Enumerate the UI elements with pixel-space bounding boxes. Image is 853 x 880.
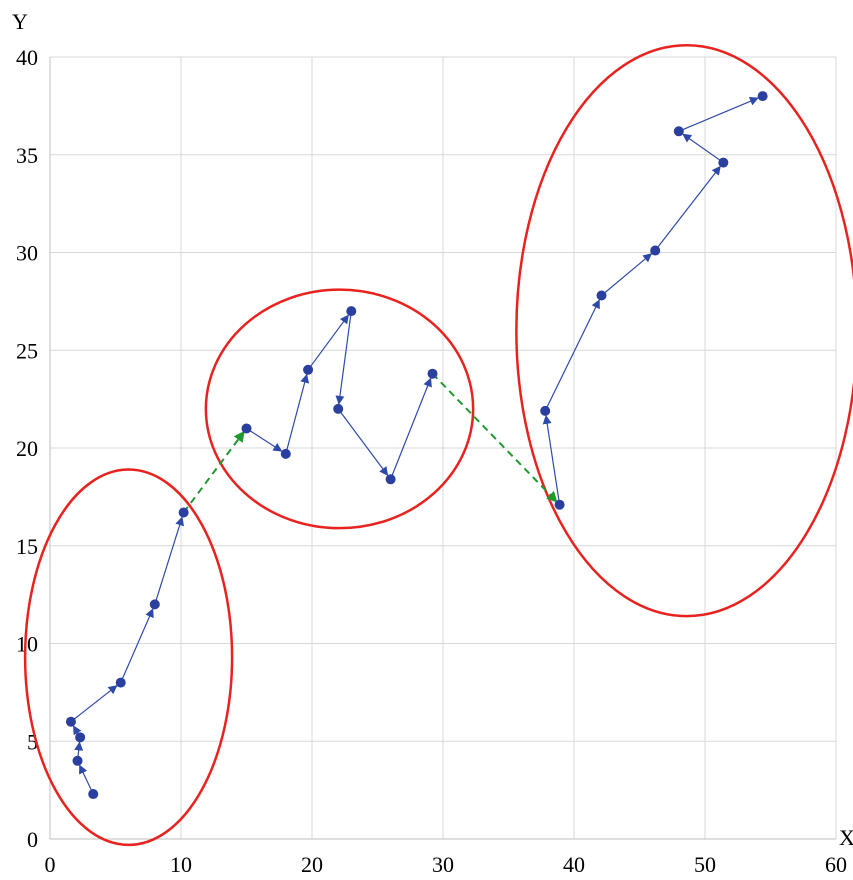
- data-point: [718, 157, 729, 168]
- point-layer: [65, 91, 768, 800]
- data-point: [88, 789, 99, 800]
- cluster-ellipse-3: [515, 44, 853, 618]
- y-tick-label: 40: [16, 45, 38, 70]
- path-segment: [70, 685, 118, 723]
- data-point: [427, 368, 438, 379]
- x-tick-label: 30: [432, 852, 454, 877]
- cluster-ellipse-1: [23, 468, 234, 847]
- path-segment: [246, 427, 283, 452]
- y-tick-label: 0: [27, 827, 38, 852]
- path-segment: [154, 516, 184, 605]
- x-tick-label: 50: [694, 852, 716, 877]
- data-point: [280, 448, 291, 459]
- data-point: [303, 364, 314, 375]
- y-tick-label: 20: [16, 436, 38, 461]
- data-point: [149, 599, 160, 610]
- data-point: [115, 677, 126, 688]
- x-axis-label: X: [839, 825, 853, 850]
- data-point: [333, 403, 344, 414]
- data-point: [65, 716, 76, 727]
- y-tick-label: 15: [16, 534, 38, 559]
- path-segment: [337, 408, 389, 476]
- data-point: [540, 405, 551, 416]
- x-tick-label: 0: [45, 852, 56, 877]
- path-segment: [542, 414, 561, 505]
- cluster-layer: [23, 44, 853, 847]
- y-tick-label: 5: [27, 729, 38, 754]
- y-axis-label: Y: [12, 9, 28, 34]
- path-segment: [335, 311, 352, 405]
- label-layer: Y X: [12, 9, 853, 850]
- data-point: [650, 245, 661, 256]
- path-segment: [654, 165, 721, 251]
- path-layer: [70, 97, 759, 795]
- data-point: [241, 423, 252, 434]
- path-segment: [601, 253, 653, 296]
- path-segment: [120, 608, 154, 683]
- x-tick-label: 40: [563, 852, 585, 877]
- path-segment: [544, 299, 600, 412]
- y-tick-label: 30: [16, 241, 38, 266]
- path-segment: [285, 373, 310, 455]
- cluster-ellipse-2: [204, 288, 475, 530]
- data-point: [554, 499, 565, 510]
- x-tick-label: 60: [825, 852, 847, 877]
- data-point: [385, 474, 396, 485]
- x-tick-label: 10: [170, 852, 192, 877]
- path-segment: [682, 133, 724, 164]
- y-tick-label: 25: [16, 338, 38, 363]
- transition-arrow-2: [431, 373, 558, 503]
- data-point: [596, 290, 607, 301]
- y-tick-label: 10: [16, 632, 38, 657]
- path-segment: [307, 314, 349, 371]
- data-point: [178, 507, 189, 518]
- transition-arrow-1: [182, 430, 245, 514]
- path-segment: [678, 97, 759, 132]
- path-segment: [79, 764, 94, 795]
- data-point: [75, 732, 86, 743]
- transition-layer: [182, 373, 558, 514]
- data-point: [72, 755, 83, 766]
- x-tick-label: 20: [301, 852, 323, 877]
- y-tick-label: 35: [16, 143, 38, 168]
- data-point: [757, 91, 768, 102]
- grid-layer: [50, 56, 837, 839]
- path-segment: [390, 377, 432, 480]
- data-point: [673, 126, 684, 137]
- data-point: [346, 306, 357, 317]
- axis-layer: 0 10 20 30 40 50 60 0 5 10 15 20 25 30 35 40: [16, 45, 847, 877]
